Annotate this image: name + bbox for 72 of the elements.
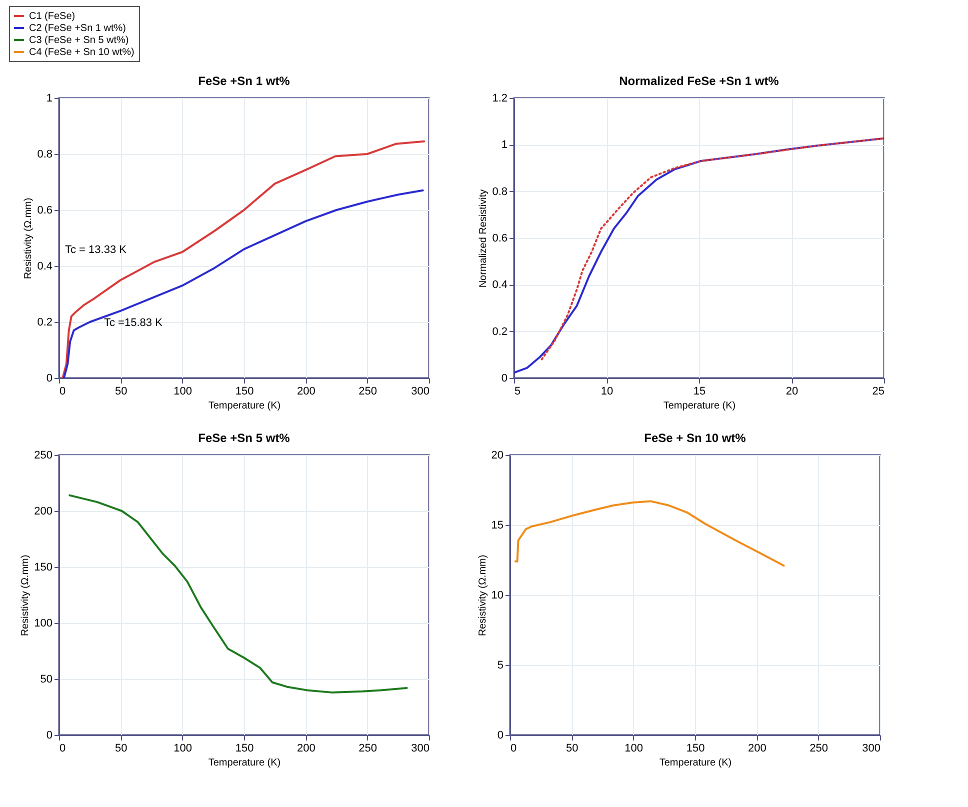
line-series	[62, 140, 426, 378]
x-tick-label: 200	[296, 386, 316, 398]
y-tick-label: 150	[34, 562, 52, 574]
x-tick-label: 150	[235, 742, 254, 754]
y-tick-label: 1	[501, 139, 508, 152]
y-tick-label: 200	[34, 506, 52, 518]
y-tick-label: 0.4	[37, 260, 52, 272]
x-tick-label: 0	[60, 386, 66, 398]
y-tick-label: 50	[40, 674, 52, 686]
x-tick-label: 250	[810, 742, 828, 754]
annotation: Tc = 13.33 K	[65, 244, 128, 256]
chart-title: FeSe + Sn 10 wt%	[644, 431, 746, 445]
legend-label: C3 (FeSe + Sn 5 wt%)	[29, 35, 129, 46]
y-axis-title: Resistivity (Ω.mm)	[23, 198, 34, 280]
legend-label: C2 (FeSe +Sn 1 wt%)	[29, 23, 126, 34]
x-tick-label: 50	[115, 742, 128, 754]
y-tick-label: 1.2	[492, 92, 508, 104]
y-tick-label: 1	[46, 92, 52, 104]
x-tick-label: 200	[296, 742, 316, 754]
y-tick-label: 10	[491, 590, 504, 602]
x-tick-label: 0	[60, 742, 66, 754]
x-tick-label: 100	[174, 386, 192, 398]
y-tick-label: 0.8	[37, 148, 52, 160]
x-axis-title: Temperature (K)	[663, 400, 736, 412]
y-tick-label: 0.2	[492, 326, 508, 338]
y-tick-label: 0.4	[492, 279, 508, 292]
x-tick-label: 100	[174, 742, 192, 754]
line-series	[514, 500, 785, 567]
x-tick-label: 10	[600, 386, 614, 398]
y-tick-label: 100	[34, 618, 52, 630]
y-tick-label: 5	[497, 660, 504, 672]
line-series	[62, 189, 424, 378]
chart-title: Normalized FeSe +Sn 1 wt%	[619, 74, 780, 88]
y-tick-label: 20	[491, 450, 504, 462]
y-tick-label: 0.8	[492, 186, 508, 198]
chart-title: FeSe +Sn 1 wt%	[198, 74, 290, 88]
x-tick-label: 250	[358, 386, 378, 398]
annotation: Tc =15.83 K	[104, 317, 164, 329]
x-tick-label: 200	[748, 742, 766, 754]
y-tick-label: 0	[497, 730, 504, 742]
legend-label: C4 (FeSe + Sn 10 wt%)	[29, 47, 134, 58]
y-tick-label: 0	[46, 372, 52, 384]
x-tick-label: 100	[624, 742, 644, 754]
x-tick-label: 250	[358, 742, 378, 754]
x-tick-label: 50	[566, 742, 578, 754]
y-axis-title: Normalized Resistivity	[478, 189, 490, 288]
x-axis-title: Temperature (K)	[208, 400, 281, 412]
x-tick-label: 20	[786, 386, 798, 398]
x-axis-title: Temperature (K)	[659, 758, 732, 768]
legend-label: C1 (FeSe)	[29, 11, 76, 22]
y-tick-label: 0	[501, 372, 508, 384]
y-axis-title: Resistivity (Ω.mm)	[477, 554, 488, 636]
x-tick-label: 300	[411, 742, 430, 754]
x-tick-label: 25	[872, 386, 884, 398]
x-tick-label: 15	[693, 386, 706, 398]
y-tick-label: 0.6	[37, 204, 52, 216]
x-tick-label: 300	[862, 742, 880, 754]
line-series	[68, 494, 408, 694]
y-axis-title: Resistivity (Ω.mm)	[20, 554, 32, 636]
x-tick-label: 150	[686, 742, 705, 754]
x-tick-label: 5	[514, 386, 521, 398]
y-tick-label: 0	[46, 730, 52, 742]
x-tick-label: 300	[411, 386, 430, 398]
y-tick-label: 15	[491, 520, 504, 532]
x-axis-title: Temperature (K)	[208, 758, 281, 768]
y-tick-label: 0.2	[37, 316, 52, 328]
x-tick-label: 50	[115, 386, 128, 398]
chart-title: FeSe +Sn 5 wt%	[198, 431, 290, 445]
y-tick-label: 250	[34, 450, 52, 462]
x-tick-label: 0	[510, 742, 517, 754]
x-tick-label: 150	[235, 386, 254, 398]
y-tick-label: 0.6	[492, 232, 508, 244]
